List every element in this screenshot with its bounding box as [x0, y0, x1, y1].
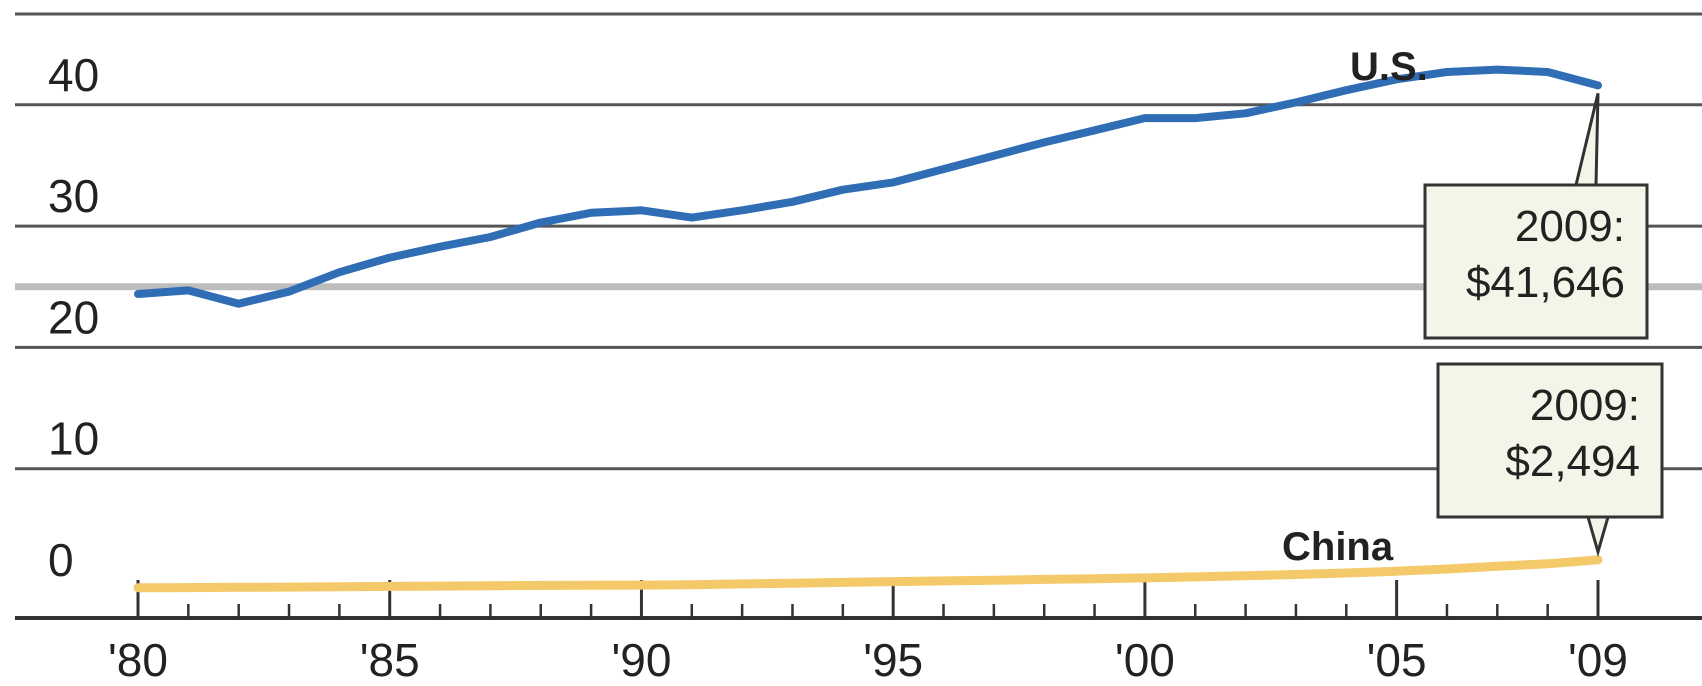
data-point-china-1999: [1093, 577, 1096, 580]
data-point-china-2000: [1143, 576, 1146, 579]
data-point-u-s-2003: [1294, 101, 1297, 104]
data-point-u-s-1986: [439, 245, 442, 248]
data-point-china-2003: [1294, 573, 1297, 576]
data-point-u-s-2005: [1395, 78, 1398, 81]
data-point-u-s-2002: [1244, 112, 1247, 115]
y-tick-label-20: 20: [48, 291, 99, 343]
data-point-china-1997: [992, 579, 995, 582]
data-point-u-s-1995: [892, 181, 895, 184]
data-point-china-2004: [1345, 572, 1348, 575]
callout-year-us: 2009:: [1515, 202, 1625, 251]
data-point-china-2006: [1445, 568, 1448, 571]
callout-value-china: $2,494: [1505, 437, 1640, 486]
series-label-china: China: [1282, 525, 1394, 569]
data-point-u-s-1999: [1093, 129, 1096, 132]
data-point-china-1990: [640, 584, 643, 587]
callout-box-us: [1423, 183, 1649, 340]
data-point-china-1991: [690, 583, 693, 586]
data-point-china-2005: [1395, 570, 1398, 573]
data-point-u-s-1980: [137, 293, 139, 296]
series-label-us: U.S.: [1350, 45, 1428, 89]
data-point-u-s-1997: [992, 154, 995, 157]
data-point-u-s-1990: [640, 209, 643, 212]
x-tick-label-1990: '90: [611, 634, 671, 686]
callout-us: 2009: $41,646: [1423, 93, 1649, 340]
data-point-u-s-1993: [791, 200, 794, 203]
x-tick-label-2009: '09: [1568, 634, 1628, 686]
x-tick-label-1985: '85: [360, 634, 420, 686]
x-tick-label-1980: '80: [108, 634, 168, 686]
data-point-china-1994: [841, 581, 844, 584]
x-axis: '80 '85 '90 '95 '00 '05 '09: [15, 580, 1702, 686]
data-point-u-s-1982: [237, 302, 240, 305]
callout-pointer-us: [1574, 93, 1600, 187]
y-tick-label-10: 10: [48, 413, 99, 465]
callouts: 2009: $41,646 2009: $2,494: [1423, 93, 1664, 558]
data-point-u-s-1981: [187, 289, 190, 292]
data-point-u-s-1983: [288, 290, 291, 293]
data-point-u-s-1987: [489, 236, 492, 239]
data-point-u-s-1984: [338, 271, 341, 274]
data-point-u-s-2006: [1445, 71, 1448, 74]
data-point-china-1998: [1043, 578, 1046, 581]
data-point-china-1982: [237, 586, 240, 589]
data-point-china-1984: [338, 585, 341, 588]
data-point-u-s-1998: [1043, 141, 1046, 144]
series-line-china: [133, 555, 1603, 593]
data-point-china-1989: [590, 584, 593, 587]
data-point-u-s-2008: [1546, 71, 1549, 74]
data-point-u-s-2004: [1345, 89, 1348, 92]
callout-box-china: [1436, 362, 1664, 519]
data-point-china-1995: [892, 580, 895, 583]
data-point-u-s-1994: [841, 188, 844, 191]
data-point-u-s-2001: [1194, 117, 1197, 120]
data-point-china-2001: [1194, 575, 1197, 578]
data-point-u-s-1991: [690, 216, 693, 219]
x-tick-label-1995: '95: [863, 634, 923, 686]
data-point-china-2007: [1496, 565, 1499, 568]
data-point-u-s-1996: [942, 168, 945, 171]
data-point-u-s-2007: [1496, 68, 1499, 71]
callout-year-china: 2009:: [1530, 381, 1640, 430]
data-point-u-s-1988: [539, 221, 542, 224]
callout-value-us: $41,646: [1466, 258, 1625, 307]
data-point-china-1981: [187, 586, 190, 589]
data-point-china-2009: [1597, 558, 1599, 561]
y-tick-label-30: 30: [48, 170, 99, 222]
data-point-china-1996: [942, 579, 945, 582]
callout-china: 2009: $2,494: [1436, 362, 1664, 558]
data-point-u-s-1989: [590, 211, 593, 214]
data-point-u-s-2000: [1143, 117, 1146, 120]
data-point-china-1986: [439, 585, 442, 588]
data-point-china-2002: [1244, 574, 1247, 577]
series: [133, 65, 1603, 593]
x-tick-label-2005: '05: [1367, 634, 1427, 686]
y-axis: 0 10 20 30 40: [48, 49, 99, 586]
data-point-china-1988: [539, 584, 542, 587]
data-point-china-1987: [489, 584, 492, 587]
data-point-china-1993: [791, 582, 794, 585]
x-tick-label-2000: '00: [1115, 634, 1175, 686]
data-point-china-1985: [388, 585, 391, 588]
y-tick-label-0: 0: [48, 534, 74, 586]
y-tick-label-40: 40: [48, 49, 99, 101]
callout-pointer-china: [1586, 515, 1610, 558]
data-point-u-s-1985: [388, 256, 391, 259]
data-point-u-s-1992: [741, 209, 744, 212]
data-point-china-1980: [137, 586, 139, 589]
series-line-u-s: [134, 65, 1602, 308]
series-labels: U.S. China: [1282, 45, 1428, 569]
data-point-china-1992: [741, 582, 744, 585]
data-point-china-2008: [1546, 562, 1549, 565]
data-point-china-1983: [288, 586, 291, 589]
data-point-u-s-2009: [1597, 84, 1599, 87]
